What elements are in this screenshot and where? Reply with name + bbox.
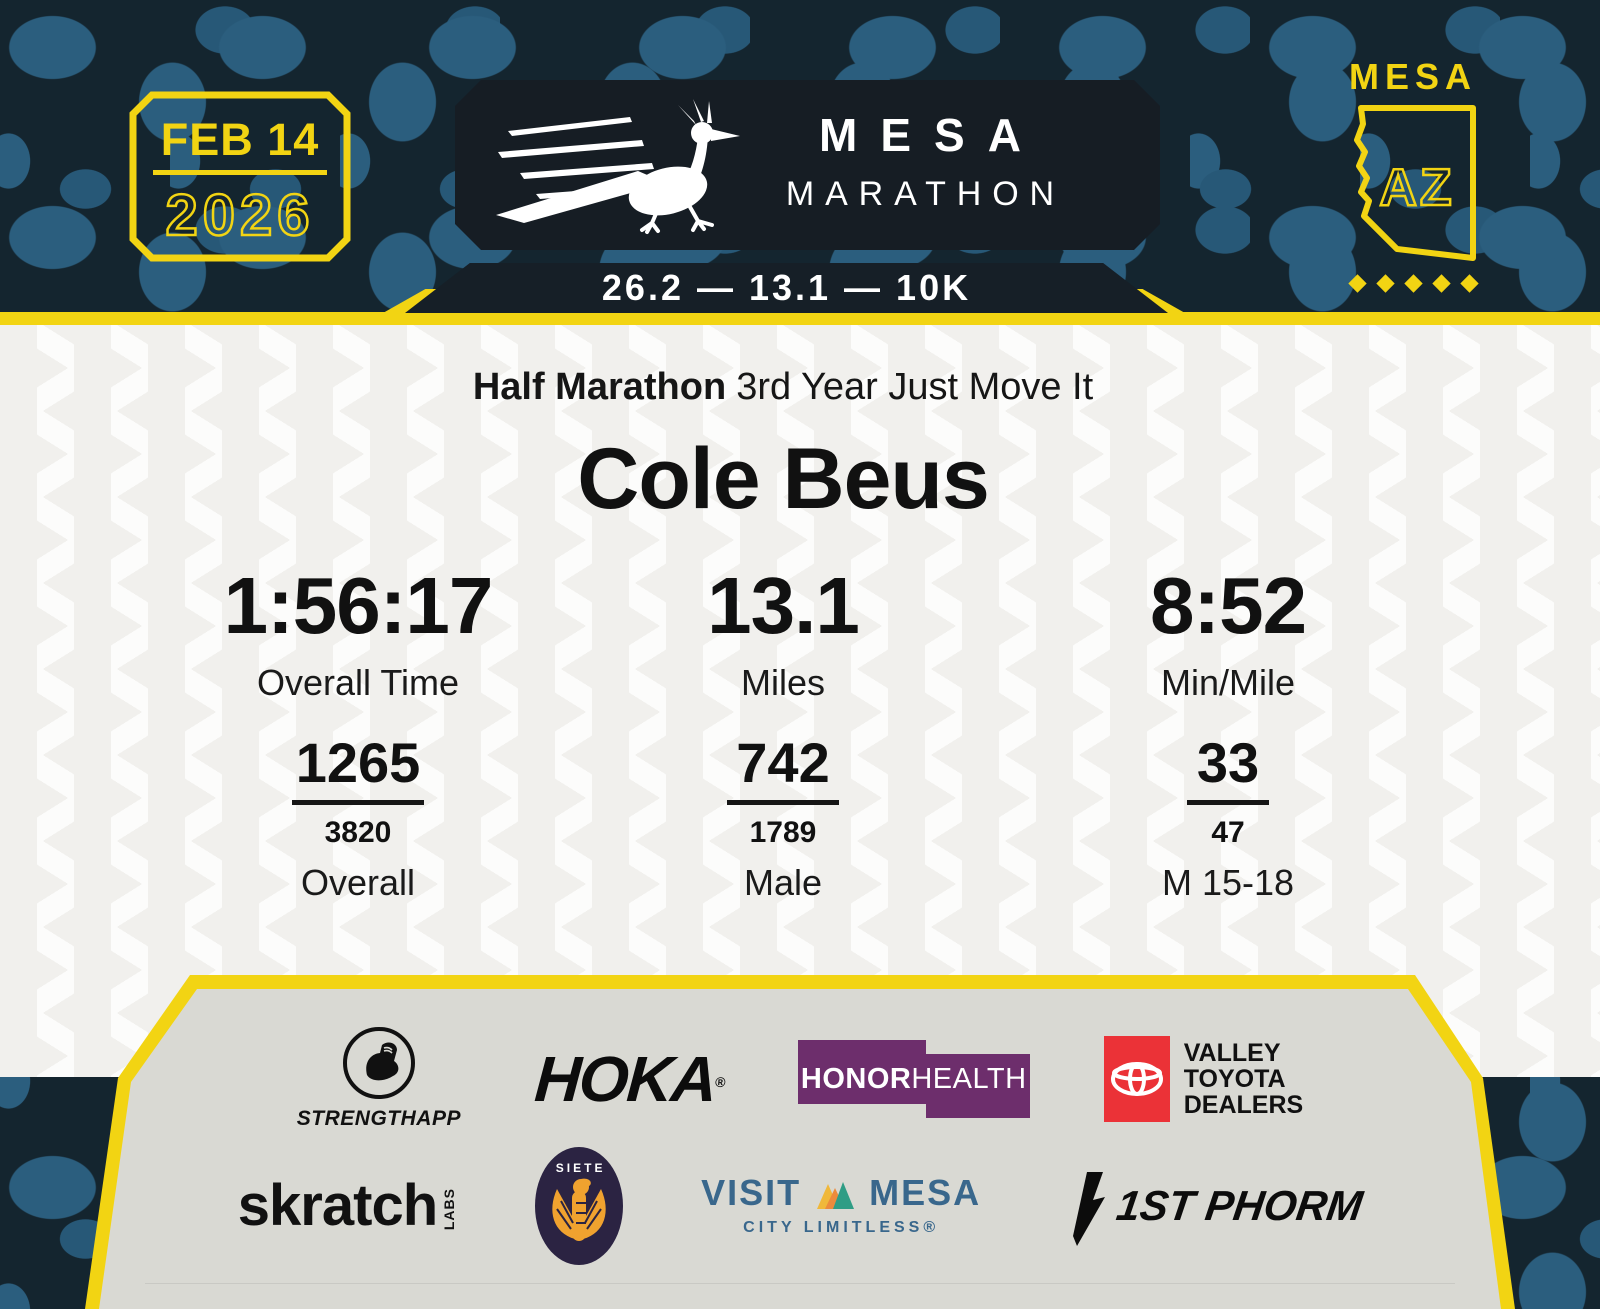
stat-overall-time: 1:56:17 Overall Time [138, 566, 578, 704]
visit-mesa-mountains-icon [817, 1182, 855, 1209]
rank-gender: 742 1789 Male [563, 735, 1003, 904]
stat-value: 1:56:17 [223, 561, 494, 650]
date-divider-line [153, 170, 327, 175]
stat-label: Min/Mile [1160, 662, 1295, 703]
rank-place: 742 [736, 731, 830, 794]
date-badge-border [129, 91, 351, 262]
sponsor-skratch-labs: skratch LABS [237, 1172, 458, 1238]
sponsor-1st-phorm: 1ST PHORM [1059, 1166, 1366, 1246]
stat-label: Miles [740, 662, 825, 703]
visit-mesa-tagline: CITY LIMITLESS® [743, 1219, 940, 1236]
strengthapp-arm-icon [342, 1027, 415, 1099]
sponsor-hoka: HOKA® [532, 1042, 726, 1116]
rank-field-size: 1789 [749, 816, 817, 849]
arizona-outline-icon: AZ [1354, 105, 1476, 261]
diamond-icon [1431, 274, 1451, 293]
diamond-icon [1403, 274, 1423, 293]
rank-fraction-line [1187, 800, 1269, 805]
skratch-labs-label: LABS [441, 1187, 458, 1231]
siete-label: SIETE [555, 1161, 606, 1175]
event-tagline: 3rd Year Just Move It [736, 366, 1094, 408]
event-name: Half Marathon [472, 366, 727, 408]
panel-crease-line [145, 1283, 1455, 1284]
rank-fraction-line [292, 800, 424, 805]
hoka-registered-mark: ® [714, 1073, 725, 1090]
visit-label: VISIT [701, 1172, 802, 1213]
date-badge: FEB 14 2026 [128, 90, 352, 263]
honorhealth-block-upper [797, 1040, 926, 1104]
toyota-line-2: TOYOTA [1183, 1065, 1286, 1093]
stat-label: Overall Time [256, 662, 460, 703]
sponsor-siete: SIETE [535, 1147, 624, 1265]
date-year: 2026 [164, 182, 315, 250]
toyota-logo-icon [1103, 1036, 1170, 1122]
rank-place: 1265 [295, 731, 421, 794]
stat-value: 13.1 [707, 561, 860, 650]
rank-label: M 15-18 [1161, 862, 1295, 903]
sponsor-visit-mesa: VISIT MESA CITY LIMITLESS® [701, 1175, 981, 1237]
event-subtitle: Half Marathon 3rd Year Just Move It [0, 366, 1566, 409]
diamond-icon [1375, 274, 1395, 293]
athlete-name: Cole Beus [577, 431, 990, 527]
distances-label: 26.2 — 13.1 — 10K [601, 267, 972, 308]
honorhealth-block-lower [925, 1054, 1030, 1118]
rank-division: 33 47 M 15-18 [1008, 735, 1448, 904]
diamond-icon [1347, 274, 1367, 293]
sponsor-row-2: skratch LABS SIETE [99, 1147, 1501, 1265]
rank-label: Male [743, 862, 823, 903]
1st-phorm-label: 1ST PHORM [1113, 1182, 1366, 1229]
diamond-icon [1459, 274, 1479, 293]
diamond-row [1338, 274, 1488, 293]
emblem-state-label: AZ [1379, 159, 1454, 217]
sponsor-honorhealth: HONOR HEALTH [797, 1040, 1030, 1118]
sponsor-row-1: STRENGTHAPP HOKA® HONOR HEALTH [99, 1023, 1501, 1135]
stat-miles: 13.1 Miles [563, 566, 1003, 704]
mesa-label: MESA [869, 1172, 982, 1213]
rank-place: 33 [1196, 731, 1260, 794]
rank-field-size: 3820 [324, 816, 392, 849]
logo-subtitle: MARATHON [785, 175, 1065, 213]
logo-title: MESA [819, 109, 1044, 161]
honorhealth-bold-label: HONOR [800, 1062, 912, 1095]
rank-overall: 1265 3820 Overall [138, 735, 578, 904]
yellow-divider-strip [0, 312, 1600, 325]
stat-value: 8:52 [1149, 561, 1307, 650]
rank-field-size: 47 [1211, 816, 1245, 849]
honorhealth-light-label: HEALTH [911, 1062, 1027, 1095]
1st-phorm-icon [1073, 1172, 1106, 1246]
roadrunner-icon [490, 95, 740, 235]
strengthapp-label: STRENGTHAPP [296, 1107, 461, 1130]
sponsor-panel: STRENGTHAPP HOKA® HONOR HEALTH [99, 989, 1501, 1309]
triangle-pattern-section [0, 325, 1600, 1077]
emblem-city-label: MESA [1348, 56, 1477, 97]
toyota-line-1: VALLEY [1183, 1039, 1281, 1067]
sponsor-panel-border: STRENGTHAPP HOKA® HONOR HEALTH [85, 975, 1515, 1309]
toyota-line-3: DEALERS [1183, 1091, 1304, 1119]
skratch-label: skratch [237, 1172, 438, 1238]
date-month-day: FEB 14 [160, 114, 320, 165]
stat-pace: 8:52 Min/Mile [1008, 566, 1448, 704]
rank-label: Overall [300, 862, 416, 903]
distance-band: 26.2 — 13.1 — 10K [405, 263, 1168, 313]
siete-bird-icon [552, 1178, 606, 1241]
event-logo-box: MESA MARATHON [455, 80, 1160, 250]
sponsor-strengthapp: STRENGTHAPP [297, 1027, 461, 1131]
rank-fraction-line [727, 800, 839, 805]
hoka-label: HOKA [532, 1043, 718, 1115]
sponsor-valley-toyota: VALLEY TOYOTA DEALERS [1103, 1036, 1304, 1122]
